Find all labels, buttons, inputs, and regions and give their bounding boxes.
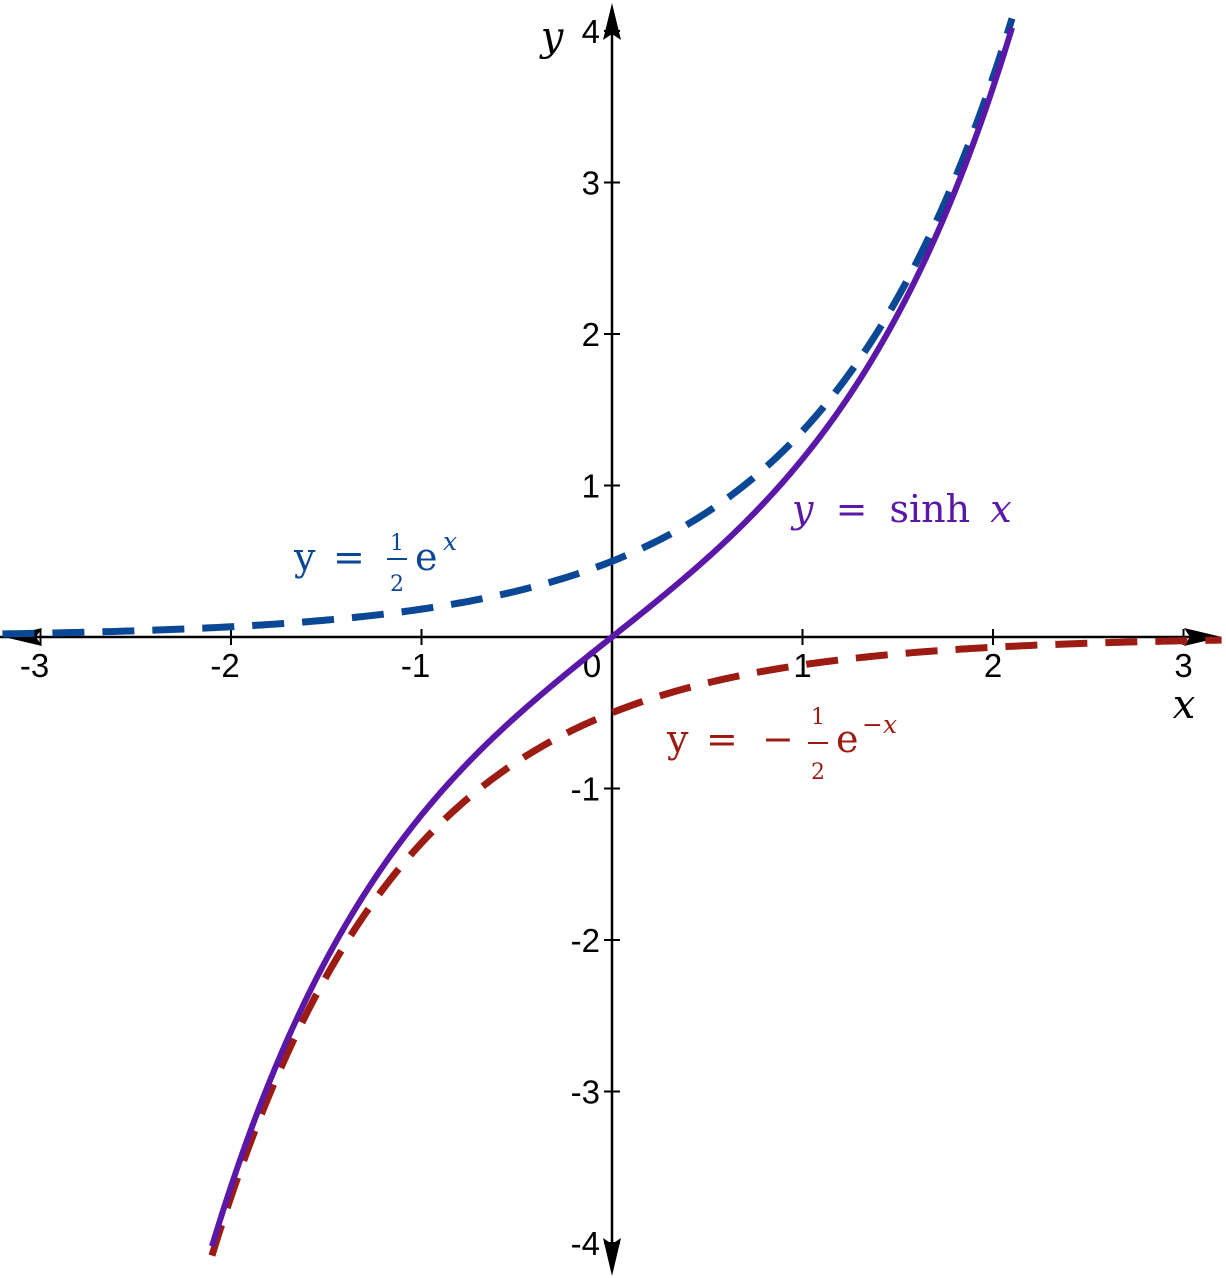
x-tick-label: -1 [401,647,430,684]
series-neg-half-exp-line [208,636,1222,1257]
y-axis-label: y [539,14,565,60]
x-tick-label: 2 [984,647,1002,684]
label-sinh: y = sinh x [790,487,1012,531]
label-neg-half-exp-y: y [666,717,689,761]
label-sinh-eq: = [836,487,868,531]
label-half-exp-num: 1 [390,531,404,556]
x-axis-arrow-right [1184,628,1222,646]
svg-text:y = sinh x: y = sinh x [790,487,1012,531]
label-half-exp: y = 1 2 e x [293,527,457,597]
x-tick-label: -2 [210,647,239,684]
label-half-exp-den: 2 [390,572,404,597]
y-tick-label: 3 [582,165,600,202]
y-tick-label: -2 [571,922,600,959]
series-sinh-line [209,26,1015,1248]
label-sinh-y: y [790,487,814,531]
y-axis-arrow-down [603,1238,621,1276]
x-tick-label: 1 [793,647,811,684]
x-ticks: -3 -2 -1 1 2 3 [20,629,1193,684]
label-neg-half-exp-den: 2 [811,760,825,785]
x-tick-label: -3 [20,647,49,684]
y-tick-label: 2 [582,316,600,353]
label-neg-half-exp-minus: − [762,717,794,761]
label-half-exp-exponent: x [443,527,457,556]
label-neg-half-exp-exponent: −x [862,710,897,739]
label-half-exp-e: e [415,535,438,579]
label-half-exp-y: y [293,535,316,579]
x-tick-label: 3 [1174,647,1192,684]
y-tick-label: -1 [571,771,600,808]
y-tick-label: 4 [582,13,600,50]
label-sinh-fn: sinh [890,487,971,531]
x-axis-label: x [1173,682,1196,728]
y-ticks: -4 -3 -2 -1 1 2 3 4 [571,13,620,1262]
y-tick-label: -3 [571,1074,600,1111]
label-sinh-x: x [990,487,1011,531]
label-neg-half-exp-eq: = [706,717,738,761]
label-neg-half-exp-num: 1 [811,705,825,730]
series-half-exp-line [2,17,1016,638]
y-tick-label: -4 [571,1225,600,1262]
label-neg-half-exp: y = − 1 2 e −x [666,705,897,785]
label-neg-half-exp-e: e [836,717,859,761]
label-half-exp-eq: = [333,535,365,579]
y-tick-label: 1 [582,468,600,505]
